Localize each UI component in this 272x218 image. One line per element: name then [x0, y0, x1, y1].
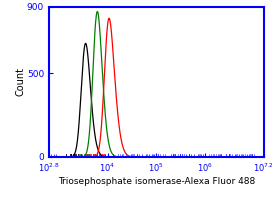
- Y-axis label: Count: Count: [16, 67, 26, 96]
- X-axis label: Triosephosphate isomerase-Alexa Fluor 488: Triosephosphate isomerase-Alexa Fluor 48…: [58, 177, 255, 186]
